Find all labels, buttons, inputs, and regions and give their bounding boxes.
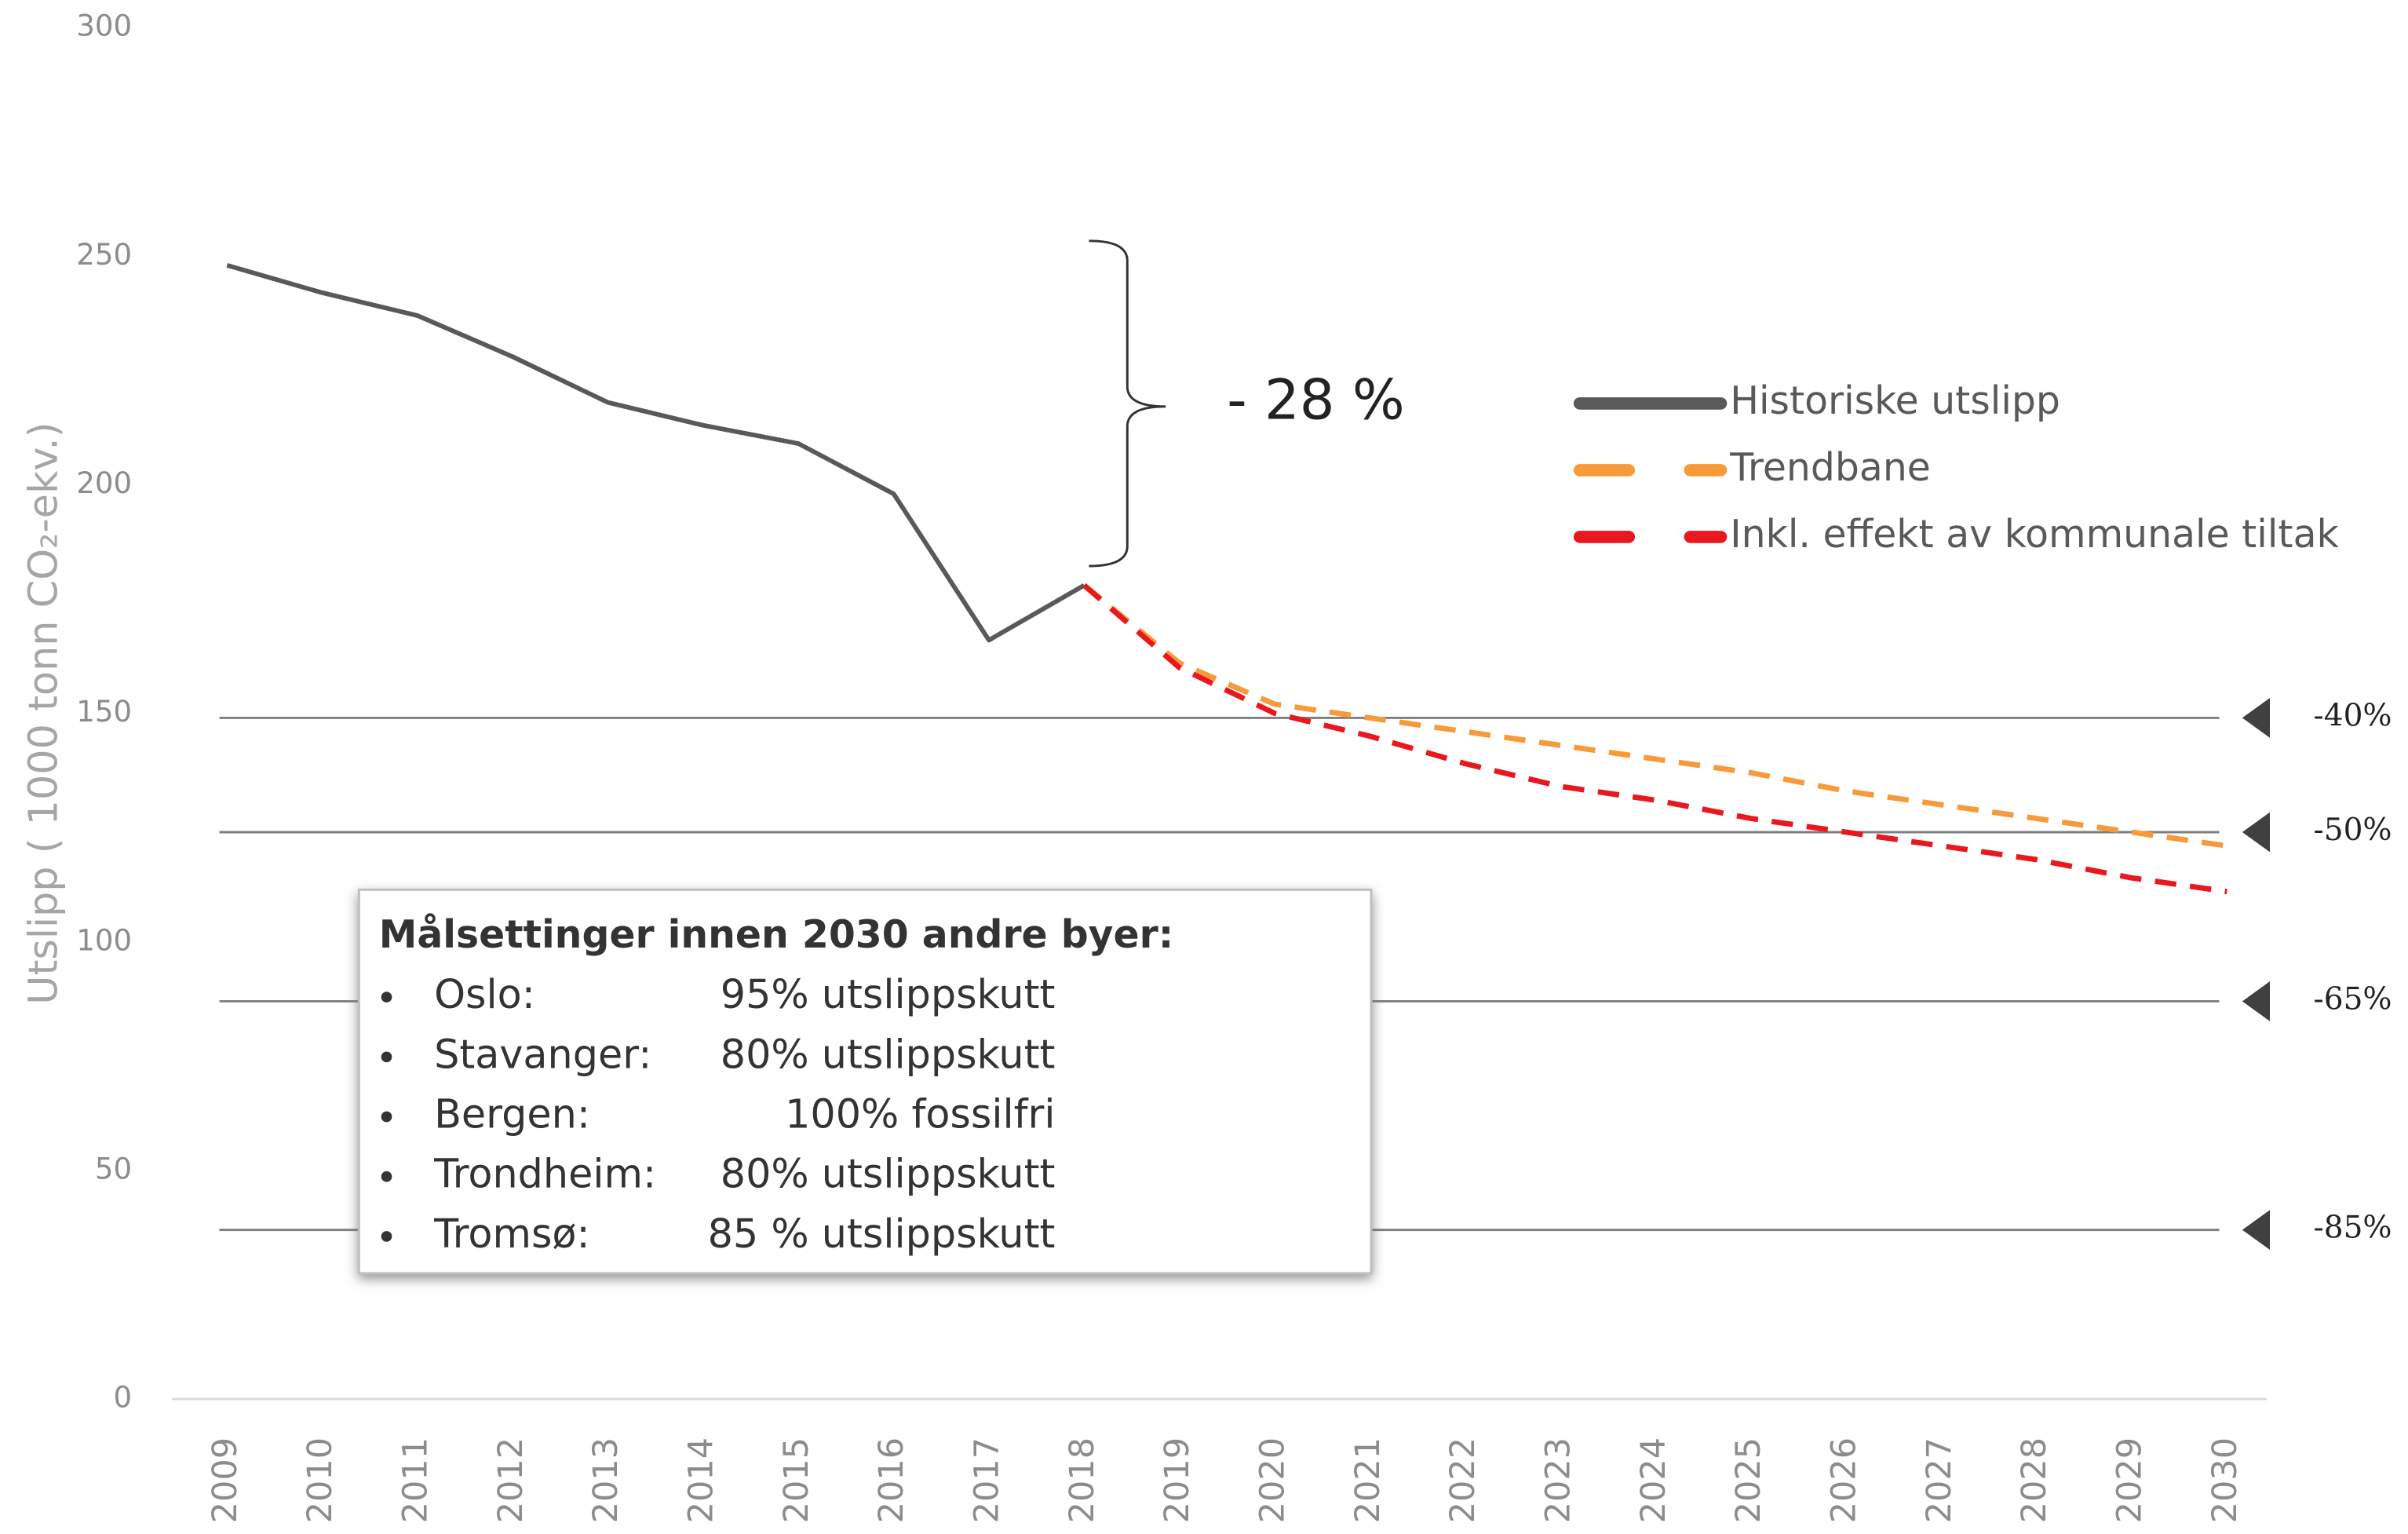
goal-text: 85 % utslippskutt	[708, 1211, 1056, 1257]
x-tick-label: 2015	[777, 1437, 816, 1523]
goal-city: Stavanger:	[434, 1031, 651, 1077]
goal-text: 100% fossilfri	[785, 1091, 1055, 1138]
target-marker	[2242, 812, 2271, 853]
legend-label: Trendbane	[1729, 445, 1931, 490]
x-tick-label: 2011	[396, 1437, 435, 1523]
x-tick-label: 2014	[681, 1437, 721, 1523]
x-tick-label: 2010	[301, 1437, 340, 1523]
y-tick-label: 50	[95, 1152, 132, 1185]
x-tick-label: 2016	[872, 1437, 911, 1523]
goal-city: Oslo:	[434, 971, 535, 1017]
goals-box-bg	[357, 888, 1373, 1275]
bullet	[381, 1231, 392, 1242]
bullet	[381, 1111, 392, 1123]
legend-label: Inkl. effekt av kommunale tiltak	[1730, 512, 2339, 557]
target-marker	[2242, 981, 2271, 1021]
x-tick-label: 2013	[586, 1437, 626, 1523]
x-tick-label: 2027	[1920, 1437, 1959, 1523]
bullet	[381, 1051, 392, 1063]
brace	[1089, 239, 1166, 568]
x-tick-label: 2012	[491, 1437, 531, 1523]
y-tick-label: 300	[76, 9, 132, 43]
x-tick-label: 2022	[1443, 1437, 1483, 1523]
bullet	[381, 992, 392, 1003]
goal-city: Trondheim:	[433, 1151, 656, 1197]
series-line	[1082, 583, 2227, 895]
goal-city: Bergen:	[434, 1091, 590, 1138]
legend-label: Historiske utslipp	[1730, 378, 2060, 423]
x-tick-label: 2020	[1253, 1437, 1292, 1523]
target-label: -40%	[2314, 698, 2392, 733]
x-tick-label: 2028	[2015, 1437, 2054, 1523]
goals-title: Målsettinger innen 2030 andre byer:	[379, 912, 1174, 957]
y-tick-label: 200	[76, 466, 132, 500]
target-label: -65%	[2314, 981, 2392, 1017]
y-tick-label: 100	[76, 923, 132, 957]
goal-city: Tromsø:	[433, 1211, 590, 1257]
x-tick-label: 2023	[1538, 1437, 1578, 1523]
x-tick-label: 2017	[967, 1437, 1006, 1523]
annotation: - 28 %	[1227, 367, 1404, 432]
x-tick-label: 2030	[2206, 1437, 2245, 1523]
y-tick-label: 0	[114, 1381, 133, 1415]
x-tick-label: 2026	[1824, 1437, 1863, 1523]
x-tick-label: 2009	[206, 1437, 245, 1523]
x-tick-label: 2029	[2110, 1437, 2149, 1523]
x-tick-label: 2025	[1729, 1437, 1768, 1523]
target-marker	[2242, 698, 2271, 738]
series-line	[226, 263, 1085, 643]
y-tick-label: 250	[76, 238, 132, 272]
series-line	[1082, 583, 2227, 849]
target-marker	[2242, 1210, 2271, 1251]
goal-text: 95% utslippskutt	[721, 971, 1056, 1017]
y-axis-label: Utslipp ( 1000 tonn CO₂-ekv.)	[20, 422, 67, 1004]
bullet	[381, 1171, 392, 1182]
y-tick-label: 150	[76, 695, 132, 729]
x-tick-label: 2018	[1063, 1437, 1102, 1523]
x-tick-label: 2019	[1158, 1437, 1197, 1523]
target-label: -50%	[2314, 813, 2392, 848]
x-tick-label: 2024	[1634, 1437, 1673, 1523]
goal-text: 80% utslippskutt	[721, 1151, 1056, 1197]
goal-text: 80% utslippskutt	[721, 1031, 1056, 1077]
target-label: -85%	[2314, 1211, 2392, 1246]
x-tick-label: 2021	[1348, 1437, 1388, 1523]
goals-box: Målsettinger innen 2030 andre byer: Oslo:…	[357, 888, 1373, 1275]
